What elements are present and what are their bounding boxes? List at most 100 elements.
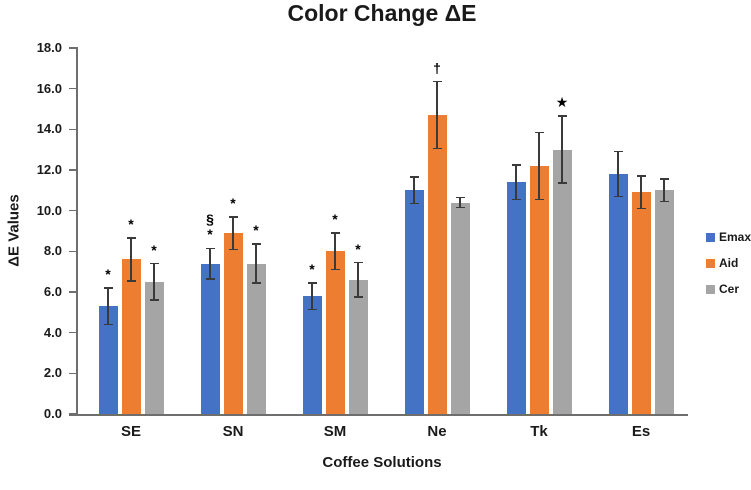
bar-Emax-Es [608, 174, 628, 414]
y-tick-label: 6.0 [43, 284, 62, 299]
error-bar-cap-top [534, 131, 544, 134]
error-bar-cap-bottom [455, 206, 465, 209]
x-category-label-Es: Es [631, 423, 651, 440]
bar-Emax-Ne [404, 190, 424, 414]
error-bar-cap-top [126, 237, 136, 239]
error-bar-cap-top [455, 196, 465, 199]
error-bar-line [311, 282, 313, 310]
error-bar-line [436, 81, 438, 149]
y-tick-mark [69, 372, 76, 375]
x-category-label-Ne: Ne [427, 423, 447, 440]
y-tick-mark [69, 209, 76, 212]
error-bar-cap-bottom [330, 268, 340, 271]
error-bar-line [153, 263, 155, 301]
error-bar-cap-bottom [511, 198, 521, 201]
y-tick-label: 16.0 [36, 80, 62, 96]
y-tick-label: 4.0 [43, 324, 62, 340]
error-bar-line [334, 233, 336, 270]
legend-swatch-Cer [706, 284, 715, 294]
bar-Cer-SE [144, 281, 164, 414]
y-tick-mark [69, 291, 76, 293]
error-bar-cap-bottom [432, 147, 442, 150]
significance-marker: * [151, 241, 157, 258]
error-bar-cap-top [205, 247, 215, 250]
error-bar-cap-bottom [307, 308, 317, 311]
y-tick-label: 12.0 [36, 162, 62, 177]
bar-Aid-SM [325, 251, 345, 414]
bar-Aid-Ne [427, 115, 447, 414]
significance-marker: * [105, 265, 111, 282]
x-category-label-SN: SN [222, 423, 244, 440]
legend-label-Cer: Cer [719, 282, 740, 296]
error-bar-line [617, 151, 619, 197]
legend-item-Cer: Cer [706, 282, 751, 296]
error-bar-cap-top [228, 216, 238, 218]
bar-Cer-SN [246, 263, 266, 414]
y-tick-label: 10.0 [36, 202, 62, 218]
error-bar-cap-bottom [251, 282, 261, 284]
y-tick-mark [69, 169, 76, 171]
bar-Emax-Tk [506, 182, 526, 414]
y-tick-mark [69, 47, 76, 49]
significance-marker: † [433, 59, 441, 76]
error-bar-cap-top [557, 115, 567, 117]
error-bar-cap-bottom [659, 200, 669, 203]
error-bar-line [130, 238, 132, 281]
x-category-label-Tk: Tk [530, 423, 548, 440]
legend: Emax Aid Cer [706, 230, 751, 296]
error-bar-line [232, 216, 234, 250]
y-tick-mark [69, 331, 76, 334]
bar-Cer-Ne [450, 202, 470, 414]
error-bar-cap-bottom [103, 323, 113, 326]
bar-Emax-SE [98, 306, 118, 414]
error-bar-cap-bottom [126, 280, 136, 282]
error-bar-cap-top [636, 175, 646, 177]
y-tick-mark [69, 128, 76, 131]
significance-marker: * [128, 216, 134, 233]
significance-marker: * [309, 260, 315, 277]
y-tick-label: 2.0 [43, 365, 62, 381]
error-bar-cap-bottom [557, 182, 567, 184]
significance-marker: § * [206, 211, 214, 243]
error-bar-line [255, 244, 257, 283]
x-axis-line [69, 414, 688, 416]
bar-Emax-SN [200, 263, 220, 414]
significance-marker: * [355, 240, 361, 257]
significance-marker: ★ [555, 94, 569, 111]
error-bar-line [663, 179, 665, 202]
y-tick-label: 0.0 [43, 406, 62, 421]
error-bar-cap-top [511, 164, 521, 166]
x-category-label-SE: SE [120, 423, 141, 440]
error-bar-cap-bottom [636, 207, 646, 210]
error-bar-line [538, 132, 540, 200]
error-bar-cap-bottom [613, 195, 623, 198]
error-bar-line [209, 248, 211, 279]
significance-marker: * [230, 194, 236, 211]
legend-swatch-Aid [706, 258, 715, 268]
y-tick-label: 14.0 [36, 121, 62, 137]
error-bar-cap-top [330, 232, 340, 234]
y-tick-mark [69, 87, 76, 90]
error-bar-cap-top [149, 262, 159, 265]
error-bar-line [515, 164, 517, 200]
legend-label-Emax: Emax [719, 230, 751, 244]
y-axis-line [76, 47, 78, 414]
error-bar-cap-bottom [534, 198, 544, 201]
error-bar-cap-top [659, 178, 669, 180]
error-bar-cap-top [613, 150, 623, 153]
bar-Emax-SM [302, 296, 322, 414]
bar-Aid-Es [631, 192, 651, 414]
error-bar-cap-bottom [409, 202, 419, 205]
x-axis-title: Coffee Solutions [322, 454, 442, 471]
error-bar-cap-top [353, 261, 363, 264]
bar-Cer-Tk [552, 149, 572, 414]
error-bar-line [640, 176, 642, 209]
error-bar-cap-bottom [228, 248, 238, 251]
legend-label-Aid: Aid [719, 256, 739, 270]
bar-Cer-Es [654, 190, 674, 414]
error-bar-line [107, 287, 109, 325]
error-bar-cap-top [103, 287, 113, 289]
y-tick-label: 8.0 [43, 243, 62, 259]
y-tick-mark [69, 250, 76, 253]
